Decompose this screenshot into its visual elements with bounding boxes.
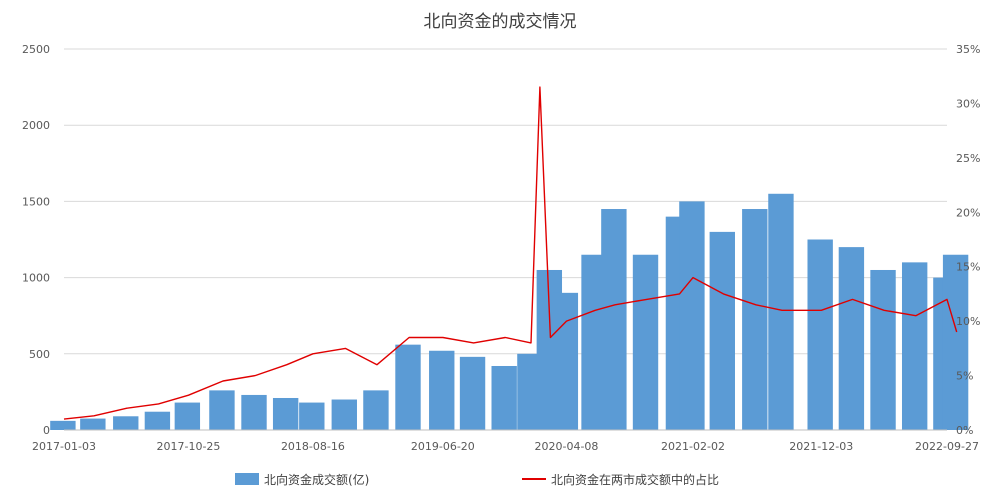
legend-label-line: 北向资金在两市成交额中的占比 [551, 472, 719, 487]
bar [601, 209, 627, 430]
left-axis-tick-label: 2000 [22, 119, 50, 132]
legend: 北向资金成交额(亿) 北向资金在两市成交额中的占比 [235, 472, 719, 487]
bar [870, 269, 896, 430]
bar [838, 247, 865, 430]
left-axis-tick-label: 1000 [22, 272, 50, 285]
legend-swatch-bars [235, 473, 259, 485]
x-axis-tick-label: 2018-08-16 [281, 440, 345, 453]
axes: 0 500 1000 1500 2000 2500 0% 5% 10% 15% 20% 25% 30% 3… [22, 43, 980, 453]
chart-title: 北向资金的成交情况 [424, 12, 577, 32]
x-axis-tick-label: 2017-01-03 [32, 440, 96, 453]
right-axis-tick-label: 10% [956, 315, 980, 328]
bar [491, 365, 517, 430]
bar [632, 254, 659, 430]
bar [80, 418, 106, 430]
bar [299, 402, 325, 430]
legend-label-bars: 北向资金成交额(亿) [264, 472, 369, 487]
right-axis-tick-label: 35% [956, 43, 980, 56]
right-axis-tick-label: 15% [956, 261, 980, 274]
x-axis-tick-label: 2017-10-25 [156, 440, 220, 453]
bar [363, 390, 389, 430]
bar [742, 209, 768, 430]
bar [429, 350, 455, 430]
bar [901, 262, 928, 430]
x-axis-tick-label: 2019-06-20 [411, 440, 475, 453]
bar [209, 390, 235, 430]
bar [679, 201, 705, 430]
right-axis-tick-label: 0% [956, 424, 973, 437]
bar [144, 411, 171, 430]
x-axis-tick-label: 2021-12-03 [789, 440, 853, 453]
bar [241, 394, 267, 430]
bar [709, 231, 735, 430]
bar [174, 402, 201, 430]
bar [50, 420, 76, 430]
series-line [63, 86, 958, 420]
right-axis-tick-label: 5% [956, 370, 973, 383]
left-axis-tick-label: 1500 [22, 195, 50, 208]
bar [942, 254, 969, 430]
left-axis-tick-label: 0 [43, 424, 50, 437]
left-axis-tick-label: 2500 [22, 43, 50, 56]
bar [395, 344, 421, 430]
bar [331, 399, 357, 430]
x-axis-tick-label: 2020-04-08 [534, 440, 598, 453]
bar [459, 356, 486, 430]
bar [768, 193, 794, 430]
right-axis-tick-label: 25% [956, 152, 980, 165]
bar [552, 292, 579, 430]
right-axis-tick-label: 30% [956, 97, 980, 110]
line-series [63, 86, 958, 420]
x-axis-tick-label: 2021-02-02 [661, 440, 725, 453]
x-axis-tick-label: 2022-09-27 [915, 440, 979, 453]
right-axis-tick-label: 20% [956, 206, 980, 219]
bar [272, 397, 299, 430]
left-axis-tick-label: 500 [29, 348, 50, 361]
bar [113, 416, 139, 430]
bar [807, 239, 833, 430]
bar-series [50, 193, 969, 430]
